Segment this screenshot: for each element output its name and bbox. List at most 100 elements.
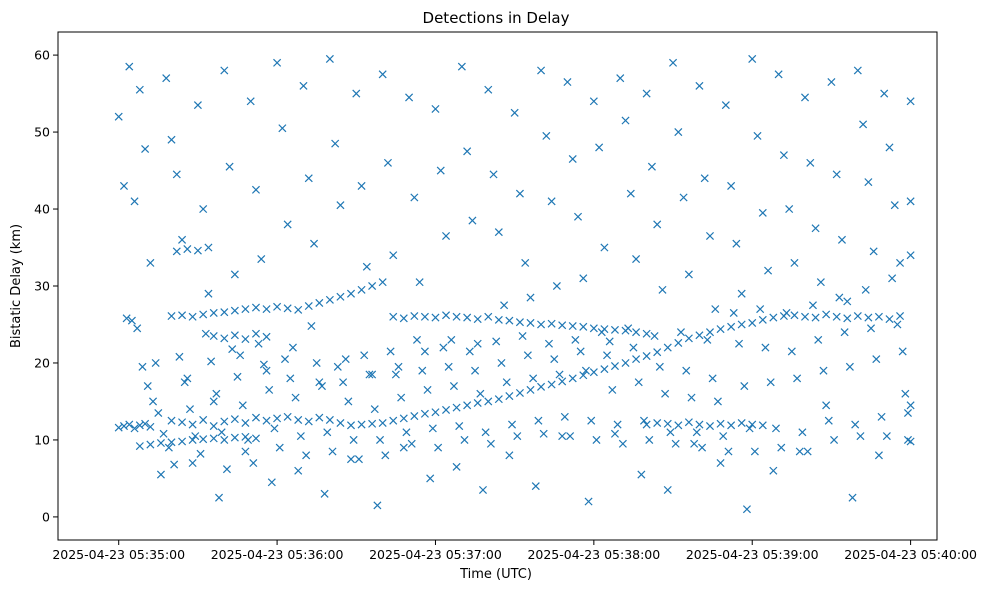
- data-point: [336, 292, 345, 301]
- data-point: [251, 434, 260, 443]
- data-point: [737, 418, 746, 428]
- data-point: [310, 239, 319, 248]
- data-point: [333, 362, 342, 371]
- data-point: [885, 315, 894, 324]
- data-point: [135, 442, 144, 451]
- data-point: [748, 54, 757, 63]
- data-point: [302, 451, 311, 460]
- data-point: [814, 335, 823, 344]
- data-point: [360, 351, 369, 360]
- data-point: [178, 437, 187, 446]
- x-tick-label: 2025-04-23 05:38:00: [527, 547, 660, 562]
- data-point: [827, 78, 836, 87]
- data-point: [526, 385, 535, 394]
- data-point: [843, 297, 852, 306]
- data-point: [420, 347, 429, 356]
- data-point: [294, 415, 303, 424]
- data-point: [368, 370, 377, 379]
- data-point: [141, 419, 150, 428]
- data-point: [146, 258, 155, 267]
- data-point: [357, 181, 366, 190]
- data-point: [547, 319, 556, 328]
- data-point: [507, 420, 517, 429]
- data-point: [798, 428, 807, 437]
- data-point: [874, 451, 883, 460]
- data-point: [843, 314, 852, 323]
- data-point: [666, 428, 675, 437]
- data-point: [750, 447, 759, 456]
- y-tick-label: 30: [34, 279, 50, 294]
- data-point: [220, 66, 229, 75]
- data-point: [521, 258, 530, 267]
- data-point: [745, 424, 754, 433]
- data-point: [315, 378, 324, 387]
- data-point: [560, 412, 569, 421]
- data-point: [201, 329, 210, 338]
- data-point: [732, 239, 741, 248]
- data-point: [513, 432, 522, 441]
- data-point: [317, 382, 326, 391]
- data-point: [199, 310, 208, 319]
- data-point: [146, 422, 155, 431]
- data-point: [764, 266, 773, 275]
- data-point: [412, 335, 422, 344]
- y-tick-label: 20: [34, 355, 50, 370]
- data-point: [320, 489, 329, 498]
- data-point: [207, 357, 216, 366]
- data-point: [172, 170, 181, 179]
- data-point: [452, 312, 461, 321]
- data-point: [896, 311, 905, 321]
- x-axis-label: Time (UTC): [459, 567, 532, 582]
- data-point: [209, 308, 218, 317]
- data-point: [853, 311, 862, 321]
- data-point: [125, 420, 134, 429]
- data-point: [705, 231, 715, 240]
- data-point: [484, 397, 493, 406]
- data-point: [336, 418, 345, 428]
- data-point: [676, 328, 685, 337]
- data-point: [357, 285, 366, 294]
- data-point: [304, 301, 313, 311]
- data-point: [233, 372, 242, 381]
- data-point: [906, 401, 915, 410]
- y-tick-label: 50: [34, 125, 50, 140]
- data-point: [808, 301, 817, 310]
- data-point: [265, 385, 274, 394]
- data-point: [439, 343, 448, 352]
- data-point: [119, 181, 129, 190]
- data-point: [880, 89, 889, 98]
- data-point: [898, 347, 907, 356]
- data-point: [365, 370, 374, 379]
- data-point: [273, 58, 282, 67]
- data-point: [352, 89, 361, 98]
- data-point: [539, 429, 548, 438]
- data-point: [378, 70, 387, 79]
- data-point: [737, 289, 746, 298]
- data-point: [315, 298, 324, 307]
- data-point: [154, 408, 163, 418]
- data-point: [471, 366, 480, 375]
- data-point: [589, 97, 598, 106]
- data-point: [877, 412, 886, 421]
- data-point: [639, 416, 649, 425]
- data-point: [632, 255, 641, 264]
- data-point: [476, 389, 485, 398]
- data-point: [716, 325, 725, 334]
- y-tick-label: 10: [34, 432, 50, 447]
- data-point: [209, 332, 218, 341]
- data-point: [199, 435, 208, 444]
- x-axis-ticks: 2025-04-23 05:35:00 2025-04-23 05:36:00 20…: [52, 540, 977, 562]
- data-point: [383, 158, 392, 167]
- data-point: [262, 332, 271, 341]
- data-point: [494, 228, 503, 237]
- data-point: [397, 393, 406, 402]
- data-point: [386, 347, 395, 356]
- data-point: [663, 419, 672, 428]
- data-point: [127, 316, 136, 325]
- data-point: [568, 154, 577, 164]
- data-point: [185, 405, 195, 414]
- data-point: [349, 435, 358, 444]
- data-point: [465, 347, 474, 356]
- data-point: [262, 305, 271, 314]
